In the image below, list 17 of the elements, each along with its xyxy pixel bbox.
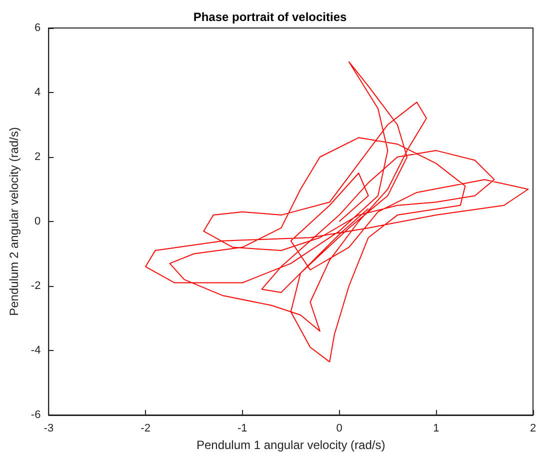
y-axis-title: Pendulum 2 angular velocity (rad/s) — [7, 127, 21, 316]
y-tick-label: 6 — [34, 22, 41, 34]
x-tick-label: -3 — [44, 422, 54, 434]
line-series — [145, 61, 529, 362]
y-tick-label: -4 — [30, 344, 41, 356]
x-tick-label: -1 — [238, 422, 248, 434]
x-tick-label: 1 — [433, 422, 440, 434]
y-tick-label: -6 — [30, 409, 41, 421]
x-tick-label: -2 — [140, 422, 150, 434]
x-tick-label: 0 — [336, 422, 342, 434]
x-tick-label: 2 — [530, 422, 536, 434]
y-tick-label: 4 — [34, 86, 41, 98]
y-tick-label: 2 — [34, 151, 41, 163]
y-tick-label: 0 — [34, 216, 41, 228]
chart-title: Phase portrait of velocities — [193, 10, 348, 24]
y-tick-label: -2 — [30, 280, 41, 292]
x-axis-title: Pendulum 1 angular velocity (rad/s) — [196, 438, 386, 452]
